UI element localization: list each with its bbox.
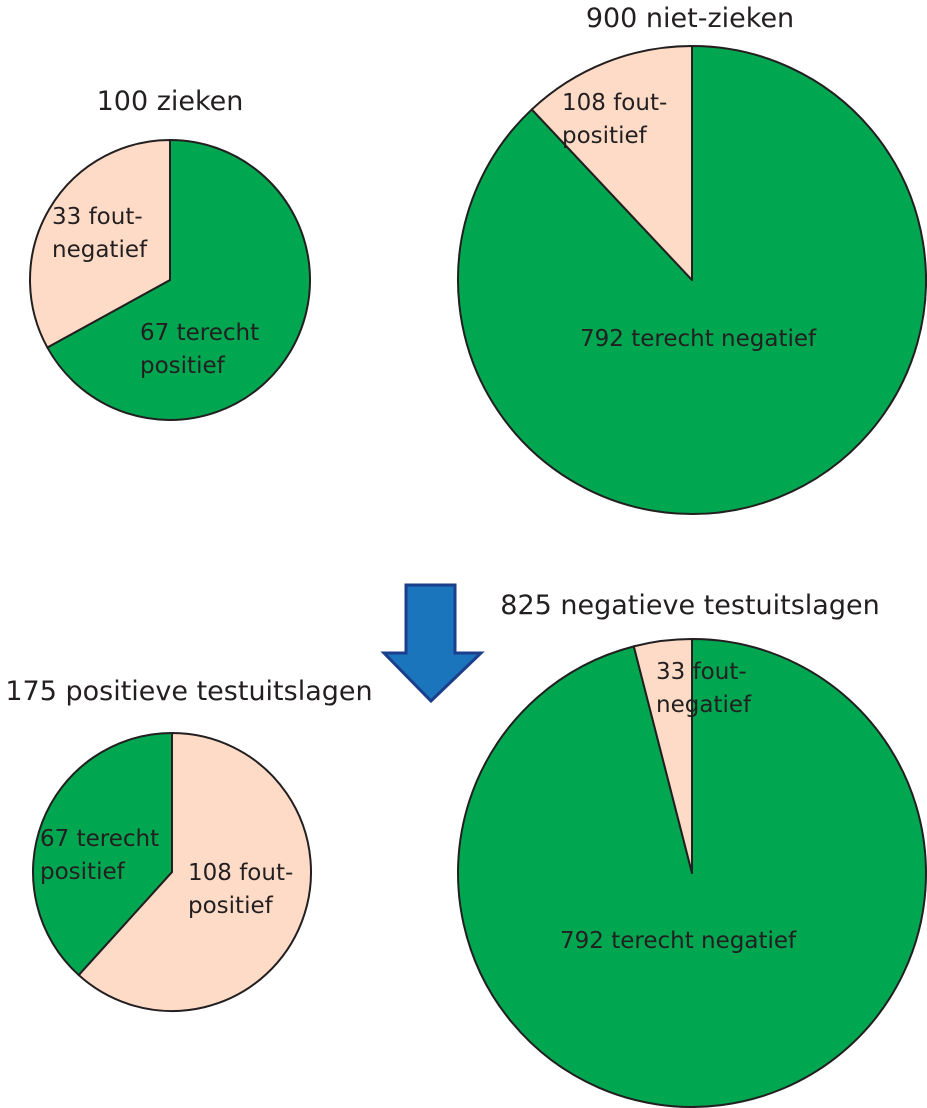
slice-label: 67 terecht positief — [40, 826, 159, 885]
pie-slice — [46, 139, 311, 421]
pie-slice — [530, 45, 693, 281]
pie-charts: 67 terecht positief 33 fout-negatief 100 zi… — [5, 3, 927, 1108]
slice-label-line: positief — [562, 123, 648, 149]
slice-label-line: negatief — [656, 692, 752, 718]
pie-title: 900 niet-zieken — [586, 3, 794, 34]
slice-label: 108 fout-positief — [562, 90, 667, 149]
slice-label-line: 792 terecht negatief — [580, 326, 817, 352]
slice-label: 33 fout-negatief — [52, 204, 148, 263]
pie-slice — [77, 732, 312, 1012]
slice-label: 108 fout-positief — [188, 860, 293, 919]
slice-label-line: negatief — [52, 237, 148, 263]
slice-label: 792 terecht negatief — [580, 326, 817, 352]
pie-chart: 67 terecht positief 33 fout-negatief 100 zi… — [29, 86, 311, 421]
slice-label-line: 108 fout- — [188, 860, 293, 886]
slice-label-line: 67 terecht — [140, 320, 259, 346]
pie-title: 175 positieve testuitslagen — [5, 676, 372, 707]
slice-label-line: 108 fout- — [562, 90, 667, 116]
slice-label-line: 33 fout- — [656, 659, 747, 685]
pie-chart: 792 terecht negatief 33 fout-negatief 825 … — [457, 590, 927, 1108]
down-arrow-icon — [380, 583, 485, 704]
slice-label: 33 fout-negatief — [656, 659, 752, 718]
slice-label-line: positief — [188, 893, 274, 919]
pie-slice — [29, 139, 171, 349]
pie-title: 100 zieken — [97, 86, 244, 117]
slice-label: 67 terecht positief — [140, 320, 259, 379]
pie-chart: 792 terecht negatief 108 fout-positief 900… — [457, 3, 927, 515]
pie-slice — [32, 732, 173, 977]
slice-label: 792 terecht negatief — [560, 928, 797, 954]
pie-chart: 108 fout-positief 67 terecht positief 175 p… — [5, 676, 373, 1012]
slice-label-line: 33 fout- — [52, 204, 143, 230]
slice-label-line: positief — [140, 353, 226, 379]
pie-slice — [632, 638, 693, 874]
slice-label-line: 67 terecht — [40, 826, 159, 852]
pie-title: 825 negatieve testuitslagen — [500, 590, 879, 621]
slice-label-line: positief — [40, 859, 126, 885]
slice-label-line: 792 terecht negatief — [560, 928, 797, 954]
